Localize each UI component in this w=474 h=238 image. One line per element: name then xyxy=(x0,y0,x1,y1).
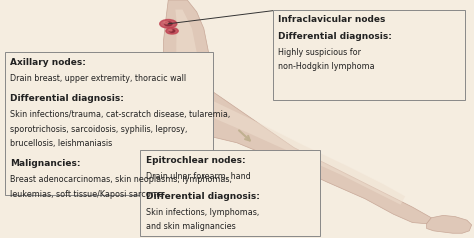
Circle shape xyxy=(169,100,172,102)
Circle shape xyxy=(165,99,178,105)
Text: Skin infections/trauma, cat-scratch disease, tularemia,: Skin infections/trauma, cat-scratch dise… xyxy=(10,110,231,119)
Text: Axillary nodes:: Axillary nodes: xyxy=(10,58,86,67)
Polygon shape xyxy=(175,90,431,224)
Circle shape xyxy=(182,87,187,89)
Text: and skin malignancies: and skin malignancies xyxy=(146,222,235,231)
Circle shape xyxy=(169,30,175,32)
Text: Skin infections, lymphomas,: Skin infections, lymphomas, xyxy=(146,208,259,217)
Text: Malignancies:: Malignancies: xyxy=(10,159,81,168)
Circle shape xyxy=(169,30,172,31)
Text: leukemias, soft tissue/Kaposi sarcoma: leukemias, soft tissue/Kaposi sarcoma xyxy=(10,189,164,198)
Text: Breast adenocarcinomas, skin neoplasms, lymphomas,: Breast adenocarcinomas, skin neoplasms, … xyxy=(10,175,232,184)
Text: Drain ulnar forearm, hand: Drain ulnar forearm, hand xyxy=(146,172,250,181)
Circle shape xyxy=(175,94,179,96)
Circle shape xyxy=(176,95,182,98)
Polygon shape xyxy=(427,215,472,233)
Text: Highly suspicious for: Highly suspicious for xyxy=(278,48,361,57)
Text: Infraclavicular nodes: Infraclavicular nodes xyxy=(278,15,386,25)
Text: Differential diagnosis:: Differential diagnosis: xyxy=(10,94,124,103)
Text: Drain breast, upper extremity, thoracic wall: Drain breast, upper extremity, thoracic … xyxy=(10,74,187,84)
FancyBboxPatch shape xyxy=(140,150,320,236)
Circle shape xyxy=(188,137,198,142)
Circle shape xyxy=(160,20,177,28)
Circle shape xyxy=(191,138,193,139)
Circle shape xyxy=(172,93,186,100)
Text: Epitrochlear nodes:: Epitrochlear nodes: xyxy=(146,156,245,165)
FancyBboxPatch shape xyxy=(273,10,465,100)
Circle shape xyxy=(169,100,174,103)
Text: non-Hodgkin lymphoma: non-Hodgkin lymphoma xyxy=(278,62,375,71)
Polygon shape xyxy=(164,0,211,131)
Circle shape xyxy=(183,87,191,91)
Text: Differential diagnosis:: Differential diagnosis: xyxy=(278,32,392,41)
Text: brucellosis, leishmaniasis: brucellosis, leishmaniasis xyxy=(10,139,113,148)
Text: Differential diagnosis:: Differential diagnosis: xyxy=(146,192,259,201)
FancyBboxPatch shape xyxy=(5,52,213,195)
Circle shape xyxy=(164,22,172,26)
Circle shape xyxy=(190,131,204,138)
Polygon shape xyxy=(199,100,405,205)
Circle shape xyxy=(193,133,197,134)
Circle shape xyxy=(193,133,200,136)
Polygon shape xyxy=(175,10,198,119)
Circle shape xyxy=(166,28,178,34)
Text: sporotrichosis, sarcoidosis, syphilis, leprosy,: sporotrichosis, sarcoidosis, syphilis, l… xyxy=(10,125,188,134)
Circle shape xyxy=(178,84,197,94)
Circle shape xyxy=(164,22,168,24)
Circle shape xyxy=(191,138,195,140)
